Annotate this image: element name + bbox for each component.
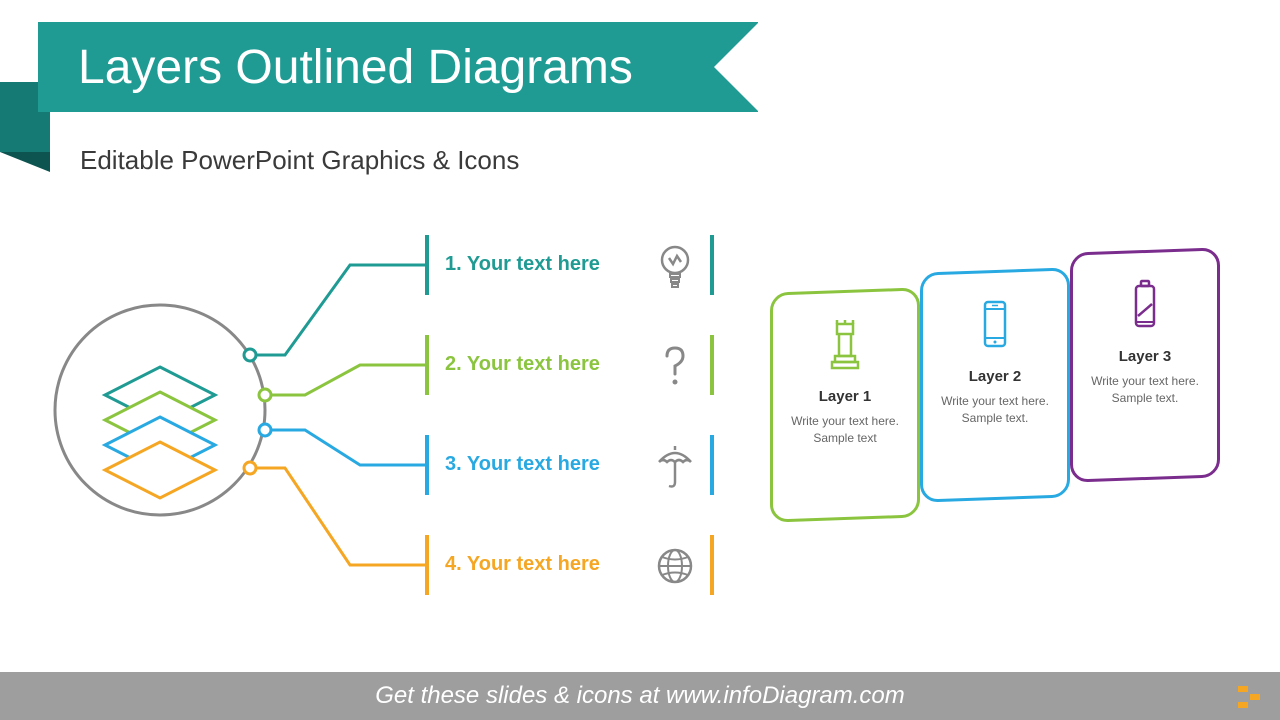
question-icon — [655, 342, 695, 382]
phone-icon — [975, 298, 1015, 353]
card2-text: Write your text here. Sample text. — [935, 393, 1055, 427]
bar2-orange — [710, 535, 714, 595]
bar2-blue — [710, 435, 714, 495]
bar-blue — [425, 435, 429, 495]
bar-green — [425, 335, 429, 395]
subtitle: Editable PowerPoint Graphics & Icons — [80, 145, 519, 176]
card1-text: Write your text here. Sample text — [785, 413, 905, 447]
list-item-1: 1. Your text here — [445, 253, 600, 276]
card-layer1: Layer 1 Write your text here. Sample tex… — [770, 287, 920, 522]
cards-area: Layer 1 Write your text here. Sample tex… — [770, 250, 1240, 610]
footer-logo-icon — [1236, 684, 1262, 710]
card3-text: Write your text here. Sample text. — [1085, 373, 1205, 407]
header-ribbon: Layers Outlined Diagrams — [38, 22, 758, 112]
chess-icon — [825, 318, 865, 373]
card-layer2: Layer 2 Write your text here. Sample tex… — [920, 267, 1070, 502]
footer-bar: Get these slides & icons at www.infoDiag… — [0, 672, 1280, 720]
bar2-green — [710, 335, 714, 395]
bar-orange — [425, 535, 429, 595]
bar2-teal — [710, 235, 714, 295]
umbrella-icon — [655, 442, 695, 482]
card-layer3: Layer 3 Write your text here. Sample tex… — [1070, 247, 1220, 482]
card2-title: Layer 2 — [969, 368, 1022, 385]
left-diagram: 1. Your text here 2. Your text here 3. Y… — [40, 220, 720, 630]
bar-teal — [425, 235, 429, 295]
list-item-3: 3. Your text here — [445, 453, 600, 476]
diagram-svg — [40, 220, 720, 630]
battery-icon — [1125, 278, 1165, 333]
globe-icon — [655, 542, 695, 582]
card3-title: Layer 3 — [1119, 348, 1172, 365]
footer-text: Get these slides & icons at www.infoDiag… — [375, 682, 905, 710]
page-title: Layers Outlined Diagrams — [78, 40, 633, 95]
lightbulb-icon — [655, 242, 695, 282]
list-item-4: 4. Your text here — [445, 553, 600, 576]
list-item-2: 2. Your text here — [445, 353, 600, 376]
card1-title: Layer 1 — [819, 388, 872, 405]
